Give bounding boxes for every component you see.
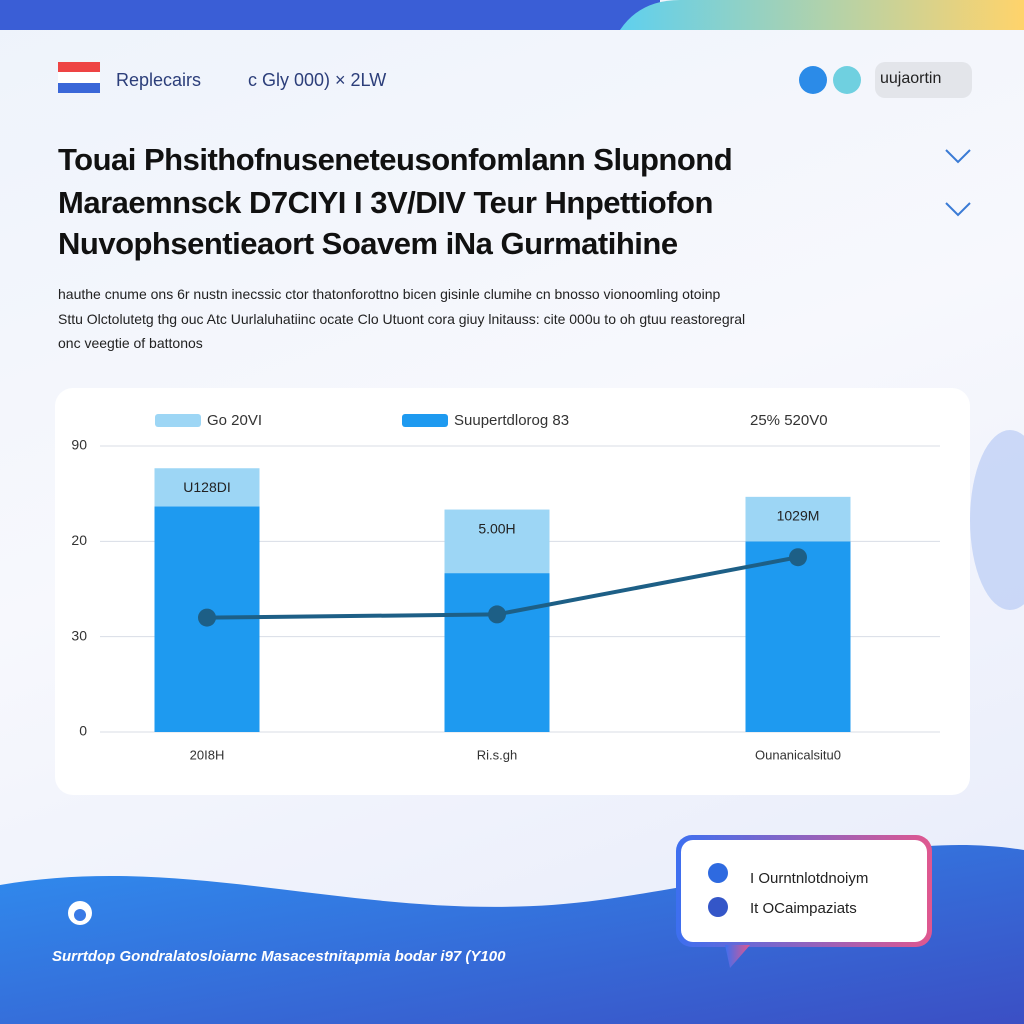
bar-text: U128DI xyxy=(183,479,230,495)
bar-text: 5.00H xyxy=(478,520,515,536)
bar-segment xyxy=(745,541,851,732)
footer: Surrtdop Gondralatosloiarnc Masacestnita… xyxy=(52,948,506,965)
bar-text: 1029M xyxy=(777,508,820,524)
bar-segment xyxy=(745,496,851,542)
paragraph-line: onc veegtie of battonos xyxy=(58,335,203,351)
x-tick-label: Ounanicalsitu0 xyxy=(755,747,841,762)
bar-segment xyxy=(444,573,550,732)
legend-label: 25% 520V0 xyxy=(750,412,828,429)
title-line: Nuvophsentieaort Soavem iNa Gurmatihine xyxy=(58,226,678,261)
header-meta: c Gly 000) × 2LW xyxy=(248,70,387,90)
y-tick-label: 20 xyxy=(71,532,87,548)
legend-swatch xyxy=(402,414,448,427)
line-marker xyxy=(488,605,506,624)
y-tick-label: 90 xyxy=(71,437,87,453)
legend-swatch xyxy=(155,414,201,427)
title-line: Maraemnsck D7CIYI I 3V/DIV Teur Hnpettio… xyxy=(58,185,713,220)
y-tick-label: 0 xyxy=(79,723,87,739)
bar-segment xyxy=(154,468,260,507)
legend-label: Go 20VI xyxy=(207,412,262,429)
callout-item: It OCaimpaziats xyxy=(750,900,857,917)
brand: Replecairs xyxy=(116,70,202,90)
header-button[interactable]: uujaortin xyxy=(880,70,942,87)
title-line: Touai Phsithofnuseneteusonfomlann Slupno… xyxy=(58,142,733,177)
x-tick-label: Ri.s.gh xyxy=(477,747,517,762)
bar-segment xyxy=(444,509,550,574)
paragraph-line: Sttu Olctolutetg thg ouc Atc Uurlaluhati… xyxy=(58,311,746,327)
line-marker xyxy=(789,548,807,567)
y-tick-label: 30 xyxy=(71,627,87,643)
legend-label: Suupertdlorog 83 xyxy=(454,412,569,429)
paragraph-line: hauthe cnume ons 6r nustn inecssic ctor … xyxy=(58,286,721,302)
x-tick-label: 20I8H xyxy=(190,747,225,762)
line-marker xyxy=(198,608,216,627)
callout-item: I Ourntnlotdnoiym xyxy=(750,870,869,887)
